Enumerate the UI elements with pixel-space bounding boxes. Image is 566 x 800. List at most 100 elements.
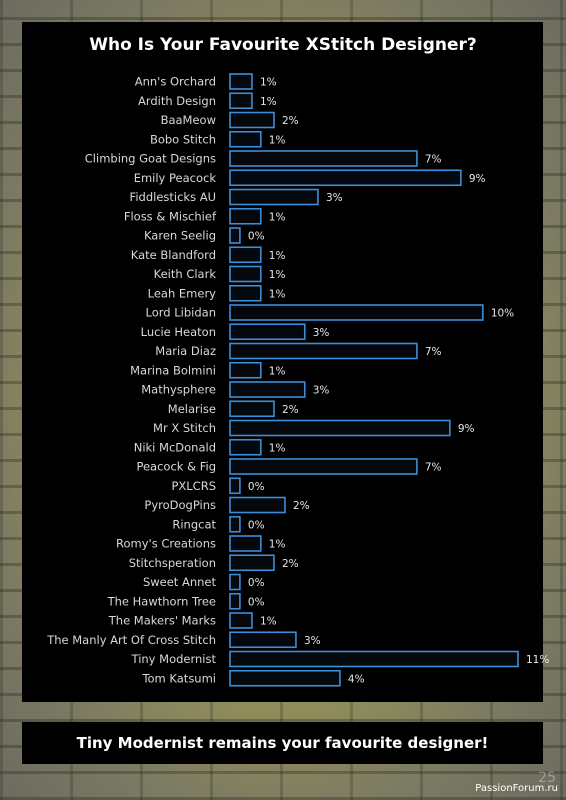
chart-title: Who Is Your Favourite XStitch Designer? — [89, 35, 477, 55]
value-label: 1% — [260, 616, 277, 628]
category-label: Keith Clark — [154, 267, 217, 281]
category-label: Mathysphere — [141, 383, 216, 397]
category-label: Ann's Orchard — [135, 75, 216, 89]
bar — [229, 419, 451, 437]
value-label: 0% — [248, 231, 265, 243]
value-label: 0% — [248, 519, 265, 531]
bar — [229, 323, 306, 341]
bar — [229, 381, 306, 398]
category-label: Karen Seelig — [144, 229, 216, 243]
value-label: 2% — [293, 500, 310, 512]
category-label: Leah Emery — [148, 286, 217, 300]
page-number: 25 — [538, 770, 556, 786]
category-label: Romy's Creations — [116, 537, 216, 551]
bar — [229, 92, 253, 110]
value-label: 1% — [269, 539, 286, 551]
bar — [229, 169, 462, 187]
category-label: Mr X Stitch — [153, 421, 216, 435]
bar — [229, 342, 418, 360]
value-label: 1% — [269, 134, 286, 146]
value-label: 0% — [248, 596, 265, 608]
chart-panel — [22, 22, 543, 702]
category-label: Tiny Modernist — [131, 652, 217, 666]
category-label: Sweet Annet — [143, 575, 217, 589]
bar — [229, 554, 275, 572]
value-label: 1% — [269, 288, 286, 300]
category-label: The Makers' Marks — [108, 614, 216, 628]
bar — [229, 573, 241, 591]
bar — [229, 188, 319, 206]
category-label: Peacock & Fig — [136, 460, 216, 474]
bar — [229, 496, 286, 514]
bar — [229, 246, 262, 264]
category-label: PyroDogPins — [144, 498, 216, 512]
value-label: 1% — [269, 269, 286, 281]
value-label: 0% — [248, 577, 265, 589]
site-watermark: PassionForum.ru — [475, 783, 558, 794]
value-label: 0% — [248, 481, 265, 493]
category-label: Emily Peacock — [134, 171, 217, 185]
bar — [229, 265, 262, 283]
bar — [229, 111, 275, 129]
bar — [229, 592, 241, 610]
value-label: 1% — [269, 211, 286, 223]
category-label: Lucie Heaton — [141, 325, 216, 339]
bar — [229, 669, 341, 687]
bar — [229, 304, 484, 321]
bar — [229, 400, 275, 418]
bar — [229, 535, 262, 552]
category-label: BaaMeow — [161, 113, 216, 127]
category-label: Fiddlesticks AU — [130, 190, 216, 204]
bar — [229, 650, 519, 668]
category-label: Ringcat — [172, 517, 216, 531]
value-label: 1% — [260, 77, 277, 89]
category-label: Stitchsperation — [129, 556, 216, 570]
bar — [229, 73, 253, 90]
value-label: 7% — [425, 154, 442, 166]
summary-banner: Tiny Modernist remains your favourite de… — [22, 722, 543, 764]
value-label: 4% — [348, 673, 365, 685]
value-label: 7% — [425, 346, 442, 358]
category-label: Niki McDonald — [134, 440, 216, 454]
bar — [229, 284, 262, 302]
value-label: 3% — [326, 192, 343, 204]
value-label: 1% — [269, 250, 286, 262]
category-label: Tom Katsumi — [141, 671, 216, 685]
value-label: 2% — [282, 558, 299, 570]
category-label: Maria Diaz — [155, 344, 216, 358]
category-label: Ardith Design — [138, 94, 216, 108]
summary-text: Tiny Modernist remains your favourite de… — [76, 734, 489, 752]
category-label: Bobo Stitch — [150, 132, 216, 146]
bar — [229, 361, 262, 379]
bar — [229, 227, 241, 244]
bar — [229, 150, 418, 167]
value-label: 7% — [425, 462, 442, 474]
category-label: Climbing Goat Designs — [85, 152, 216, 166]
value-label: 3% — [304, 635, 321, 647]
bar — [229, 515, 241, 533]
value-label: 10% — [491, 308, 514, 320]
value-label: 11% — [526, 654, 549, 666]
category-label: Floss & Mischief — [124, 209, 217, 223]
value-label: 2% — [282, 115, 299, 127]
value-label: 3% — [313, 385, 330, 397]
category-label: Marina Bolmini — [130, 363, 216, 377]
bar — [229, 631, 297, 649]
category-label: Melarise — [168, 402, 216, 416]
bar — [229, 130, 262, 148]
bar — [229, 458, 418, 475]
bar — [229, 438, 262, 456]
value-label: 1% — [260, 96, 277, 108]
value-label: 9% — [469, 173, 486, 185]
value-label: 1% — [269, 442, 286, 454]
category-label: Lord Libidan — [146, 306, 216, 320]
value-label: 1% — [269, 365, 286, 377]
value-label: 9% — [458, 423, 475, 435]
category-label: Kate Blandford — [131, 248, 216, 262]
category-label: PXLCRS — [171, 479, 216, 493]
bar — [229, 207, 262, 225]
category-label: The Manly Art Of Cross Stitch — [46, 633, 216, 647]
value-label: 3% — [313, 327, 330, 339]
bar — [229, 477, 241, 495]
